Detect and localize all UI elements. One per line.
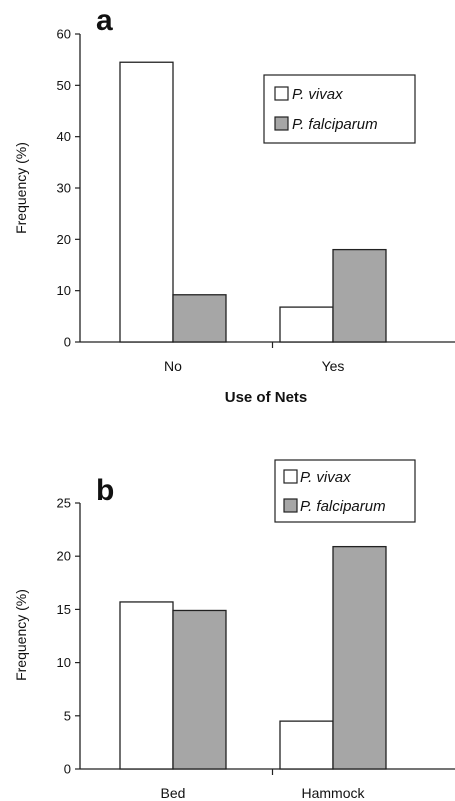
panel-b-bar-vivax-hammock <box>279 720 334 770</box>
panel-a-bar-falciparum-no <box>172 294 227 343</box>
panel-b-legend-label-falciparum: P. falciparum <box>300 498 386 515</box>
panel-b-legend-swatch-falciparum <box>283 498 298 513</box>
panel-a-legend-label-falciparum: P. falciparum <box>292 116 378 133</box>
panel-a-y-tick-label: 20 <box>57 232 71 247</box>
panel-b-legend-swatch-vivax <box>283 469 298 484</box>
panel-a-chart: a Frequency (%) Use of Nets 0 10 20 30 40 50 6… <box>13 4 455 406</box>
panel-a-legend-swatch-falciparum <box>274 116 289 131</box>
panel-b-y-tick-label: 25 <box>57 496 71 511</box>
panel-a-legend-swatch-vivax <box>274 86 289 101</box>
panel-b-x-tick-label: Bed <box>161 785 186 801</box>
panel-b-chart: b Frequency (%) 0 5 10 15 20 25 Bed Hammock P. … <box>13 459 455 801</box>
panel-b-x-tick-label: Hammock <box>301 785 365 801</box>
panel-a-y-tick-label: 0 <box>64 335 71 350</box>
panel-a-legend: P. vivax P. falciparum <box>263 74 416 144</box>
panel-b-legend-box <box>274 459 416 523</box>
panel-a-y-tick-label: 50 <box>57 78 71 93</box>
panel-a-y-tick-label: 60 <box>57 27 71 42</box>
panel-a-x-axis-title: Use of Nets <box>225 389 308 406</box>
panel-b-letter: b <box>96 474 114 507</box>
panel-a-x-tick-label: Yes <box>322 358 345 374</box>
panel-a-y-axis-title: Frequency (%) <box>13 142 29 234</box>
panel-a-legend-label-vivax: P. vivax <box>292 86 343 103</box>
panel-b-bar-falciparum-hammock <box>332 545 387 770</box>
panel-b-bars <box>119 545 387 770</box>
panel-a-bars <box>119 61 387 343</box>
panel-b-y-tick-label: 5 <box>64 708 71 723</box>
panel-b-y-axis-title: Frequency (%) <box>13 589 29 681</box>
panel-a-tick-labels: 0 10 20 30 40 50 60 No Yes <box>57 27 345 375</box>
panel-b-y-tick-label: 10 <box>57 655 71 670</box>
panel-b-bar-vivax-bed <box>119 601 174 770</box>
panel-a-bar-vivax-yes <box>279 306 334 343</box>
panel-a-bar-falciparum-yes <box>332 248 387 343</box>
panel-a-bar-vivax-no <box>119 61 174 343</box>
panel-a-y-tick-label: 40 <box>57 129 71 144</box>
panel-b-bar-falciparum-bed <box>172 609 227 770</box>
panel-a-x-tick-label: No <box>164 358 182 374</box>
panel-a-y-tick-label: 10 <box>57 283 71 298</box>
panel-b-legend-label-vivax: P. vivax <box>300 469 351 486</box>
panel-b-tick-labels: 0 5 10 15 20 25 Bed Hammock <box>57 496 366 801</box>
panel-b-legend: P. vivax P. falciparum <box>274 459 416 523</box>
panel-a-legend-box <box>263 74 416 144</box>
panel-a-letter: a <box>96 4 113 37</box>
panel-b-y-tick-label: 20 <box>57 549 71 564</box>
panel-a-y-tick-label: 30 <box>57 181 71 196</box>
panel-b-y-tick-label: 15 <box>57 602 71 617</box>
panel-b-y-tick-label: 0 <box>64 762 71 777</box>
